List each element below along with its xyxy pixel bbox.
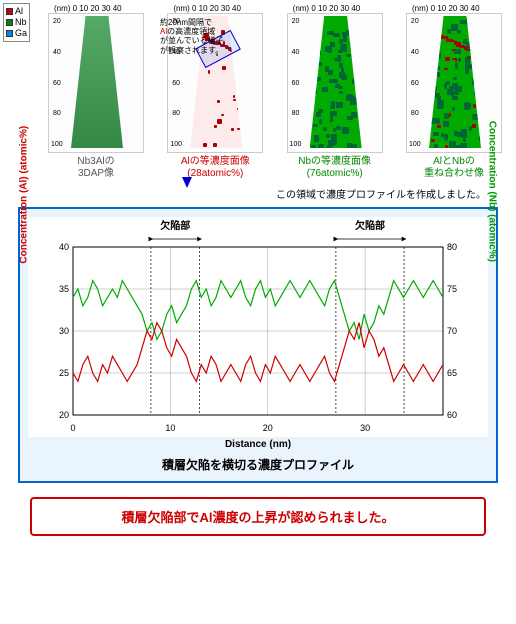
- tomogram-nb-iso: 20406080100: [287, 13, 383, 153]
- svg-text:70: 70: [447, 326, 457, 336]
- axis-top: (nm) 0 10 20 30 40: [281, 4, 389, 13]
- svg-text:25: 25: [59, 368, 69, 378]
- axis-top: (nm) 0 10 20 30 40: [400, 4, 508, 13]
- x-label: Distance (nm): [28, 439, 488, 450]
- y-scale: 20406080100: [290, 14, 302, 152]
- svg-text:75: 75: [447, 284, 457, 294]
- annot-l2: の高濃度領域: [167, 27, 215, 36]
- svg-text:80: 80: [447, 242, 457, 252]
- mid-text-label: この領域で濃度プロファイルを作成しました。: [276, 190, 486, 201]
- mid-text: この領域で濃度プロファイルを作成しました。: [0, 180, 516, 203]
- arrow-icon: [182, 177, 192, 188]
- svg-text:10: 10: [165, 423, 175, 433]
- panel-3dap: (nm) 0 10 20 30 40 20406080100 Nb3Alの3DA…: [42, 4, 150, 180]
- svg-text:欠陥部: 欠陥部: [355, 219, 385, 232]
- conclusion-box: 積層欠陥部でAl濃度の上昇が認められました。: [30, 497, 486, 536]
- cone: [310, 16, 362, 148]
- tomogram-3dap: 20406080100: [48, 13, 144, 153]
- axis-top: (nm) 0 10 20 30 40: [161, 4, 269, 13]
- cone: [429, 16, 481, 148]
- y-scale: 20406080100: [409, 14, 421, 152]
- caption: Nbの等濃度面像(76atomic%): [281, 156, 389, 180]
- panel-nb-iso: (nm) 0 10 20 30 40 20406080100 Nbの等濃度面像(…: [281, 4, 389, 180]
- caption: Nb3Alの3DAP像: [42, 156, 150, 180]
- top-panels: (nm) 0 10 20 30 40 20406080100 Nb3Alの3DA…: [0, 0, 516, 180]
- svg-text:60: 60: [447, 410, 457, 420]
- chart-container: Concentration (Al) (atomic%) Concentrati…: [18, 207, 498, 483]
- annotation-text: 約20nm間隔で Alの高濃度領域 が並んでいる様子 が観察されます。: [160, 18, 224, 55]
- svg-text:35: 35: [59, 284, 69, 294]
- chart-title: 積層欠陥を横切る濃度プロファイル: [28, 456, 488, 473]
- axis-top: (nm) 0 10 20 30 40: [42, 4, 150, 13]
- svg-text:20: 20: [263, 423, 273, 433]
- svg-text:欠陥部: 欠陥部: [160, 219, 190, 232]
- svg-text:30: 30: [360, 423, 370, 433]
- y-label-right: Concentration (Nb) (atomic%): [487, 121, 498, 262]
- annot-l3: が並んでいる様子: [160, 36, 224, 45]
- y-scale: 20406080100: [51, 14, 63, 152]
- cone: [71, 16, 123, 148]
- svg-text:40: 40: [59, 242, 69, 252]
- svg-text:0: 0: [70, 423, 75, 433]
- annot-l1: 約20nm間隔で: [160, 18, 224, 27]
- caption: Alの等濃度面像(28atomic%): [161, 156, 269, 180]
- svg-text:65: 65: [447, 368, 457, 378]
- svg-text:20: 20: [59, 410, 69, 420]
- chart-plot: Concentration (Al) (atomic%) Concentrati…: [28, 217, 488, 437]
- svg-text:30: 30: [59, 326, 69, 336]
- chart-svg: 20 25 30 35 40 60 65 70 75 80 0 10 20 30 欠陥部 欠陥部: [28, 217, 488, 437]
- annot-l4: が観察されます。: [160, 46, 224, 55]
